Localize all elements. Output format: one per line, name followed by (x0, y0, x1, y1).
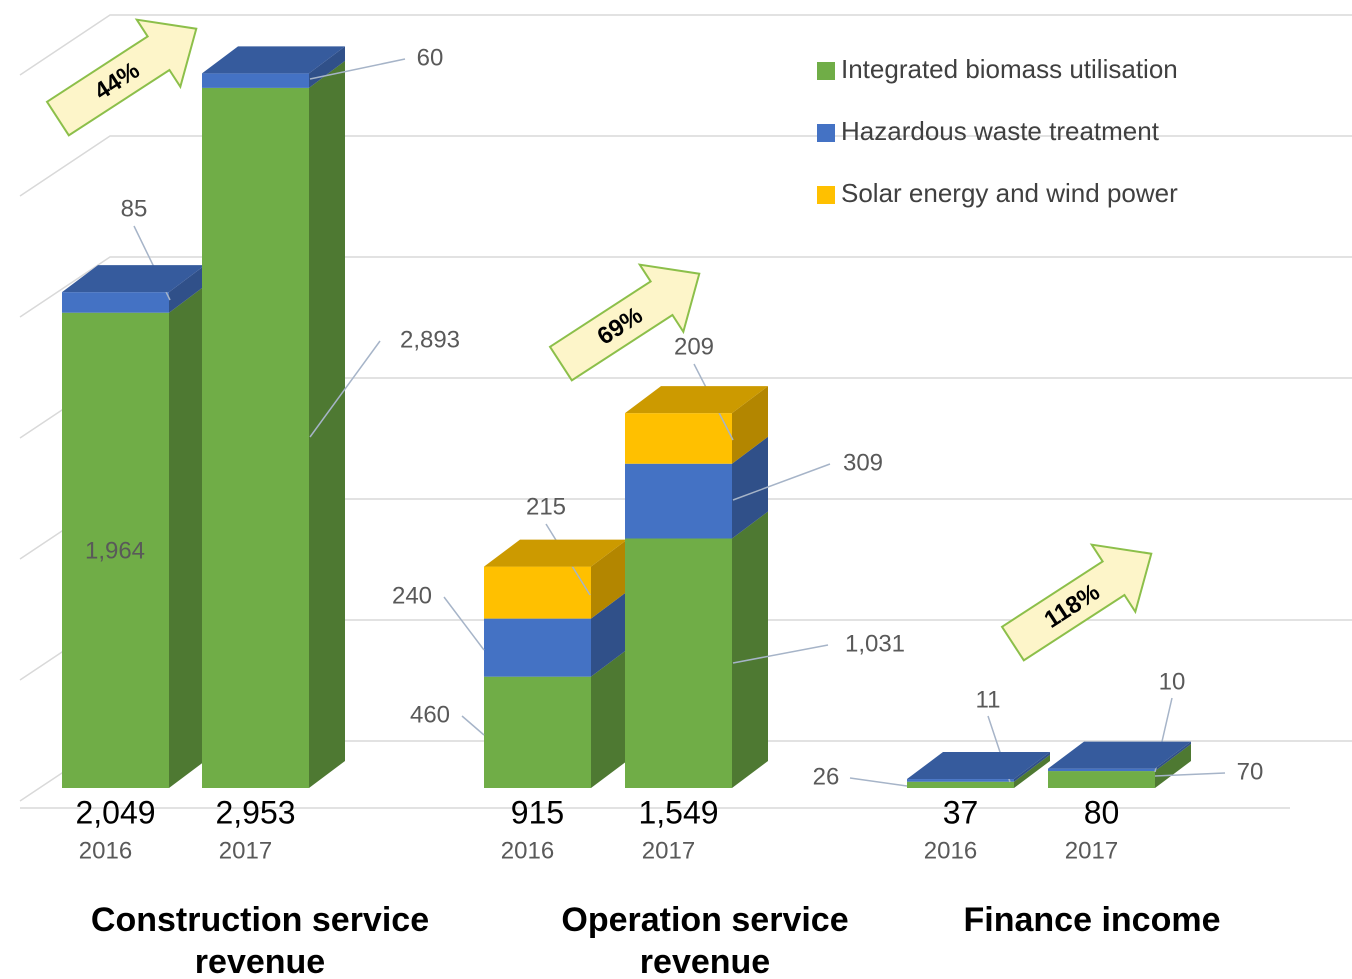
data-label: 1,964 (85, 537, 145, 564)
legend-swatch (817, 62, 835, 80)
bar-top (202, 46, 345, 74)
total-label: 80 (1084, 794, 1120, 830)
bar-side (591, 591, 627, 677)
data-label: 240 (392, 582, 432, 609)
bar-side (591, 649, 627, 788)
data-label: 70 (1237, 758, 1264, 785)
data-label: 10 (1159, 668, 1186, 695)
bar-side (732, 511, 768, 788)
group-label: Construction service revenue (90, 901, 430, 979)
x-tick-label: 2017 (219, 837, 272, 864)
leader-line (1154, 772, 1226, 777)
group-label: Operation service revenue (561, 901, 849, 979)
bar-segment (1048, 768, 1155, 772)
bar-side (1155, 744, 1191, 788)
leader-line (849, 777, 908, 787)
bar-segment (202, 87, 309, 789)
grid-line (19, 14, 1352, 76)
data-label: 2,893 (400, 326, 460, 353)
bar-side (591, 539, 627, 619)
data-label: 209 (674, 333, 714, 360)
bar-side (1014, 754, 1050, 788)
growth-arrow: 44% (45, 18, 198, 137)
bar-side (309, 60, 345, 789)
bar-segment (907, 779, 1014, 782)
x-tick-label: 2016 (924, 837, 977, 864)
bar-side (732, 386, 768, 464)
total-label: 37 (943, 794, 979, 830)
bar-top (1048, 741, 1191, 769)
data-label: 85 (121, 195, 148, 222)
data-label: 26 (813, 763, 840, 790)
growth-arrow: 69% (548, 263, 701, 382)
x-tick-label: 2016 (79, 837, 132, 864)
bar-segment (202, 73, 309, 88)
grid-line (19, 256, 1352, 318)
bar-segment (625, 413, 732, 464)
arrow-shape (45, 18, 198, 137)
bar-top (907, 752, 1050, 780)
data-label: 460 (410, 701, 450, 728)
x-tick-label: 2017 (1065, 837, 1118, 864)
leader-line (309, 340, 381, 438)
data-label: 60 (417, 44, 444, 71)
leader-line (461, 715, 485, 736)
total-label: 1,549 (638, 794, 718, 830)
arrow-shape (1000, 543, 1153, 662)
bar-segment (62, 292, 169, 313)
leader-line (732, 463, 831, 501)
bar-side (169, 285, 205, 788)
x-tick-label: 2016 (501, 837, 554, 864)
bar-segment (62, 312, 169, 788)
x-tick-label: 2017 (642, 837, 695, 864)
bar-segment (484, 618, 591, 677)
legend-label: Hazardous waste treatment (841, 116, 1160, 146)
leader-line (309, 58, 406, 80)
legend-swatch (817, 186, 835, 204)
bar-segment (907, 781, 1014, 788)
legend-swatch (817, 124, 835, 142)
bar-top (484, 539, 627, 567)
bar-segment (484, 566, 591, 619)
bar-top (625, 386, 768, 414)
data-label: 11 (976, 686, 1001, 713)
bar-segment (1048, 771, 1155, 788)
grid-line (19, 135, 1352, 197)
leader-line (443, 596, 485, 651)
data-label: 1,031 (845, 630, 905, 657)
bar-side (169, 265, 205, 313)
bar-side (1014, 752, 1050, 782)
arrow-shape (548, 263, 701, 382)
total-label: 915 (511, 794, 564, 830)
total-label: 2,953 (215, 794, 295, 830)
legend-label: Integrated biomass utilisation (841, 54, 1178, 84)
leader-line (732, 644, 829, 664)
legend-label: Solar energy and wind power (841, 178, 1178, 208)
data-label: 215 (526, 493, 566, 520)
bar-segment (625, 538, 732, 788)
group-label: Finance income (963, 901, 1221, 939)
growth-arrow: 118% (1000, 543, 1153, 662)
bar-top (62, 265, 205, 293)
data-label: 309 (843, 449, 883, 476)
bar-side (1155, 741, 1191, 772)
total-label: 2,049 (75, 794, 155, 830)
bar-side (732, 436, 768, 539)
bar-segment (625, 463, 732, 539)
bar-segment (484, 676, 591, 788)
